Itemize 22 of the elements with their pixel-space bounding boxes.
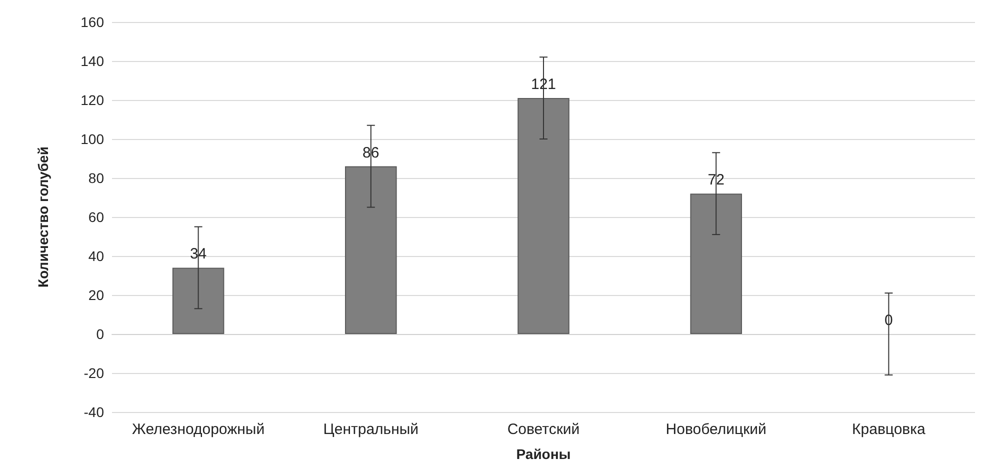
y-tick-label: 0 [96, 326, 104, 342]
x-tick-label: Советский [507, 421, 580, 438]
y-tick-label: 80 [88, 170, 104, 186]
y-tick-label: 120 [80, 92, 104, 108]
y-tick-label: -20 [84, 365, 104, 381]
bar [690, 194, 742, 334]
bar [518, 98, 570, 334]
bar [172, 268, 224, 334]
x-tick-label: Железнодорожный [132, 421, 265, 438]
y-tick-label: 60 [88, 209, 104, 225]
x-axis-title: Районы [516, 446, 571, 462]
y-tick-label: 40 [88, 248, 104, 264]
x-tick-label: Новобелицкий [666, 421, 766, 438]
x-tick-label: Кравцовка [852, 421, 926, 438]
y-tick-label: 100 [80, 131, 104, 147]
y-tick-label: 160 [80, 14, 104, 30]
x-tick-label: Центральный [323, 421, 419, 438]
bar [345, 166, 397, 334]
y-tick-label: 140 [80, 53, 104, 69]
y-axis-title: Количество голубей [35, 146, 51, 288]
y-tick-label: -40 [84, 404, 104, 420]
y-tick-label: 20 [88, 287, 104, 303]
